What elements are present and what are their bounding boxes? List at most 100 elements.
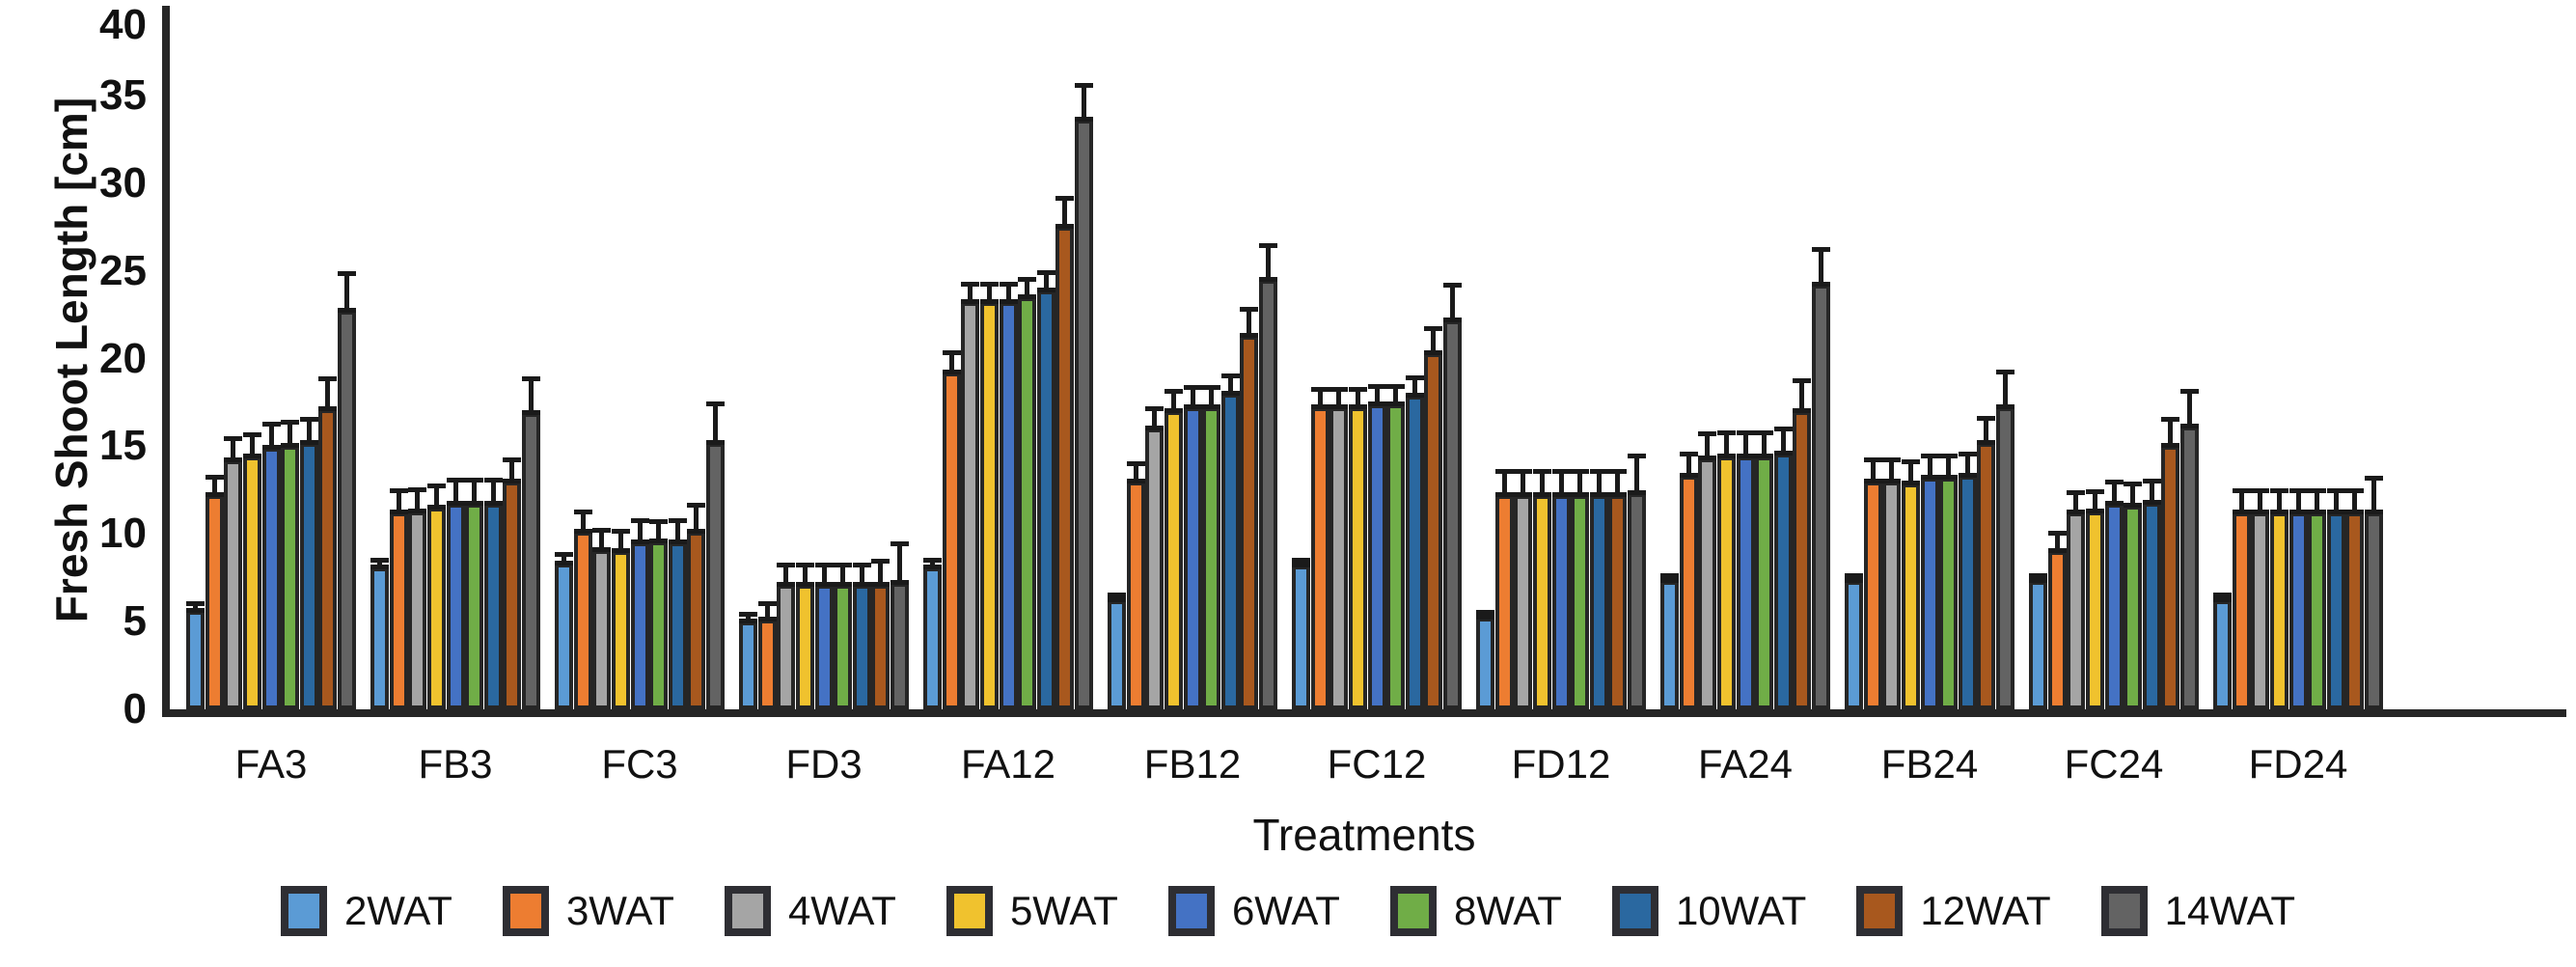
error-bar-stem — [968, 287, 973, 304]
bar-2wat — [1660, 581, 1679, 709]
bar-5wat — [795, 585, 814, 709]
error-bar-stem — [231, 441, 236, 462]
error-bar-stem — [2295, 493, 2301, 514]
bar-slot — [426, 484, 446, 709]
error-bar-stem — [2092, 494, 2097, 513]
error-bar-upper-cap — [630, 518, 649, 523]
error-bar-stem — [713, 406, 718, 445]
bar-3wat — [389, 512, 408, 709]
bar-slot — [2251, 488, 2270, 709]
error-bar-upper-cap — [1494, 469, 1514, 474]
error-bar-stem — [821, 567, 827, 587]
bar-5wat — [1164, 411, 1183, 709]
error-bar-stem — [2371, 481, 2376, 514]
bar-slot — [1660, 573, 1679, 709]
bar-6wat — [446, 504, 465, 709]
bar-slot — [814, 563, 834, 709]
legend-label: 3WAT — [565, 888, 674, 933]
bar-slot — [1551, 469, 1571, 709]
bar-2wat — [555, 564, 573, 709]
error-bar-upper-cap — [1939, 454, 1959, 458]
y-tick-label: 25 — [99, 246, 147, 294]
bar-slot — [1679, 452, 1698, 709]
error-bar-stem — [1539, 474, 1545, 497]
bar-6wat — [1920, 478, 1939, 709]
bar-slot — [1845, 573, 1863, 709]
error-bar-stem — [617, 534, 623, 553]
bar-slot — [834, 563, 853, 709]
bar-3wat — [1679, 476, 1698, 709]
error-bar-upper-cap — [503, 457, 522, 462]
bar-slot — [1494, 469, 1514, 709]
bar-4wat — [2251, 512, 2270, 709]
bar-slot — [649, 519, 669, 709]
bar-slot — [1329, 387, 1349, 709]
error-bar-stem — [1596, 474, 1602, 497]
error-bar-upper-cap — [1571, 469, 1590, 474]
legend: 2WAT 3WAT 4WAT 5WAT 6WAT 8WAT 10WAT 12WAT 14WAT — [0, 886, 2576, 936]
bar-slot — [2161, 417, 2180, 709]
error-bar-upper-cap — [1920, 454, 1939, 458]
bar-slot — [2029, 573, 2047, 709]
bar-slot — [1812, 247, 1830, 709]
error-bar-upper-cap — [611, 529, 630, 534]
error-bar-stem — [433, 488, 439, 510]
error-bar-upper-cap — [2251, 488, 2270, 493]
error-bar-stem — [344, 276, 349, 313]
error-bar-stem — [1483, 615, 1488, 620]
bar-8wat — [834, 585, 853, 709]
legend-item-2wat: 2WAT — [280, 886, 452, 936]
bar-slot — [2232, 488, 2251, 709]
error-bar-stem — [599, 533, 605, 552]
bar-slot — [2085, 489, 2104, 709]
error-bar-upper-cap — [923, 558, 942, 563]
error-bar-upper-cap — [2161, 417, 2180, 422]
bar-group-fa3 — [186, 0, 356, 709]
error-bar-stem — [1927, 458, 1932, 480]
bar-slot — [1863, 457, 1882, 709]
bar-10wat — [1589, 495, 1608, 709]
bar-6wat — [1551, 495, 1571, 709]
bar-slot — [1532, 469, 1551, 709]
bar-slot — [1183, 385, 1202, 709]
bar-4wat — [961, 302, 980, 709]
bar-4wat — [592, 550, 612, 709]
bar-12wat — [1240, 336, 1259, 709]
error-bar-stem — [509, 462, 515, 484]
error-bar-upper-cap — [1476, 610, 1494, 615]
bar-slot — [205, 475, 224, 709]
bar-10wat — [1958, 476, 1977, 709]
error-bar-stem — [764, 606, 770, 622]
error-bar-upper-cap — [186, 601, 205, 606]
legend-item-10wat: 10WAT — [1611, 886, 1806, 936]
bar-12wat — [687, 532, 706, 709]
bar-slot — [668, 518, 687, 709]
bar-6wat — [814, 585, 834, 709]
bar-6wat — [1183, 407, 1202, 709]
bar-slot — [299, 417, 318, 709]
error-bar-upper-cap — [318, 376, 338, 381]
bar-slot — [370, 558, 389, 709]
error-bar-stem — [1431, 331, 1437, 355]
bar-6wat — [630, 542, 649, 709]
error-bar-upper-cap — [205, 475, 224, 480]
bar-12wat — [2345, 512, 2365, 709]
legend-swatch-10wat — [1611, 886, 1658, 936]
error-bar-stem — [580, 514, 586, 534]
bar-5wat — [611, 551, 630, 709]
bar-3wat — [205, 495, 224, 709]
bar-12wat — [1793, 411, 1812, 709]
error-bar-stem — [897, 546, 902, 585]
bar-slot — [2269, 488, 2288, 709]
bar-14wat — [1259, 280, 1277, 709]
bar-slot — [1443, 283, 1462, 709]
bar-10wat — [852, 585, 871, 709]
error-bar-stem — [2258, 493, 2263, 514]
bar-group-fb3 — [370, 0, 540, 709]
error-bar-stem — [268, 427, 274, 450]
error-bar-upper-cap — [592, 528, 612, 533]
error-bar-stem — [2003, 374, 2008, 409]
bar-slot — [630, 518, 649, 709]
error-bar-upper-cap — [942, 350, 961, 355]
bar-slot — [465, 478, 484, 709]
